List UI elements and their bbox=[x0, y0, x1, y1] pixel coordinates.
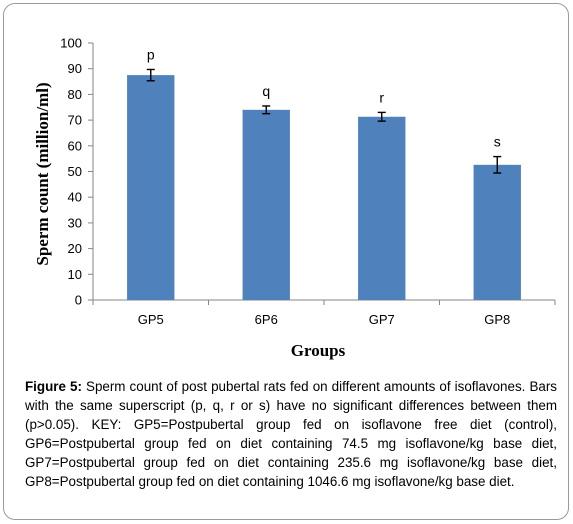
y-tick-label: 40 bbox=[68, 190, 82, 205]
x-tick-label: GP7 bbox=[369, 312, 395, 327]
y-tick-label: 50 bbox=[68, 164, 82, 179]
y-tick-label: 30 bbox=[68, 215, 82, 230]
x-tick-label: GP8 bbox=[484, 312, 510, 327]
y-tick-label: 0 bbox=[75, 293, 82, 308]
y-tick-label: 10 bbox=[68, 267, 82, 282]
figure-label: Figure 5: bbox=[25, 379, 82, 394]
y-tick-label: 100 bbox=[60, 36, 82, 51]
y-axis-title: Sperm count (million/ml) bbox=[33, 82, 52, 265]
y-axis: 0 10 20 30 40 50 60 70 80 90 100 bbox=[60, 36, 94, 308]
y-tick-label: 20 bbox=[68, 241, 82, 256]
x-tick-label: GP5 bbox=[138, 312, 164, 327]
y-tick-label: 60 bbox=[68, 138, 82, 153]
bar bbox=[358, 116, 406, 300]
y-tick-label: 90 bbox=[68, 61, 82, 76]
significance-letter: r bbox=[379, 89, 384, 105]
figure-caption: Figure 5: Sperm count of post pubertal r… bbox=[25, 377, 557, 491]
bar bbox=[127, 75, 175, 300]
x-tick-label: 6P6 bbox=[255, 312, 278, 327]
significance-letter: p bbox=[147, 46, 155, 62]
x-axis-title: Groups bbox=[291, 341, 346, 360]
x-axis: GP5 6P6 GP7 GP8 bbox=[92, 299, 556, 327]
y-tick-label: 70 bbox=[68, 113, 82, 128]
bar bbox=[473, 164, 521, 300]
bar bbox=[242, 109, 290, 300]
significance-letter: q bbox=[262, 83, 270, 99]
significance-letter: s bbox=[494, 134, 501, 150]
bar-chart: 0 10 20 30 40 50 60 70 80 90 100 GP5 6P6 GP7 GP8 p q r s… bbox=[33, 36, 556, 360]
figure-caption-text: Sperm count of post pubertal rats fed on… bbox=[25, 379, 557, 489]
bars: p q r s bbox=[127, 46, 521, 300]
figure-frame: 0 10 20 30 40 50 60 70 80 90 100 GP5 6P6 GP7 GP8 p q r s… bbox=[3, 3, 569, 520]
y-tick-label: 80 bbox=[68, 87, 82, 102]
